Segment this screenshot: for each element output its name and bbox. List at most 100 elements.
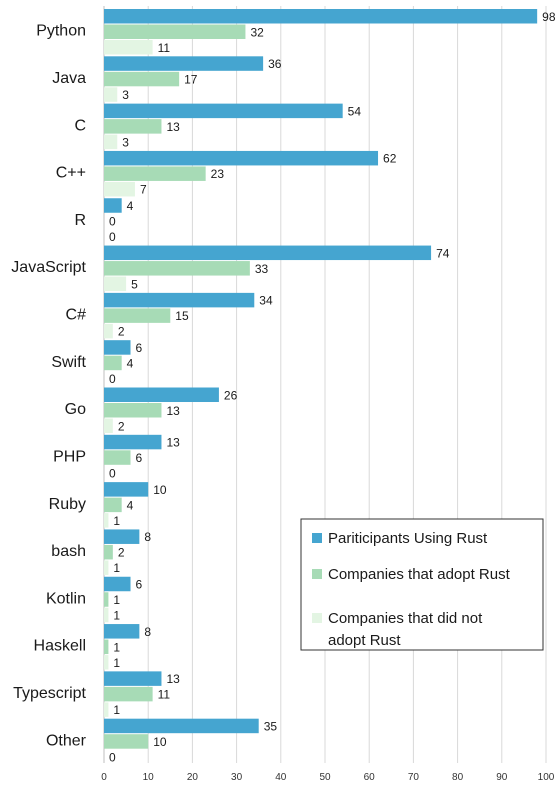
value-labels: 9832113617354133622374007433534152640261… <box>109 10 556 765</box>
category-label: bash <box>51 543 86 560</box>
bar-series-2 <box>104 261 250 276</box>
bar-series-2 <box>104 497 122 513</box>
data-label: 13 <box>166 120 180 134</box>
data-label: 17 <box>184 73 198 87</box>
bar-series-1 <box>104 245 432 261</box>
bar-series-2 <box>104 166 206 181</box>
data-label: 0 <box>109 215 116 229</box>
category-label: JavaScript <box>11 259 86 276</box>
data-label: 1 <box>113 514 120 528</box>
data-label: 13 <box>166 672 180 686</box>
bar-series-2 <box>104 24 246 39</box>
category-label: Ruby <box>49 496 86 513</box>
bar-series-1 <box>104 576 131 592</box>
bar-series-1 <box>104 482 149 497</box>
bar-series-3 <box>104 87 118 102</box>
bar-series-3 <box>104 560 109 575</box>
data-label: 7 <box>140 183 147 197</box>
category-label: PHP <box>53 448 86 465</box>
data-label: 10 <box>153 483 167 497</box>
x-tick-label: 0 <box>101 772 107 783</box>
data-label: 34 <box>259 294 273 308</box>
bar-series-2 <box>104 403 162 418</box>
data-label: 1 <box>113 593 120 607</box>
bar-series-1 <box>104 292 255 308</box>
data-label: 4 <box>127 356 134 370</box>
bar-series-3 <box>104 40 153 55</box>
legend: Pariticipants Using Rust Companies that a… <box>300 518 544 651</box>
data-label: 32 <box>250 25 264 39</box>
bar-series-3 <box>104 655 109 670</box>
category-label: C <box>74 117 86 134</box>
bar-series-1 <box>104 340 131 355</box>
bar-series-2 <box>104 639 109 655</box>
x-tick-label: 80 <box>452 772 464 783</box>
legend-label: Pariticipants Using Rust <box>328 530 488 547</box>
legend-label: Companies that adopt Rust <box>328 566 511 583</box>
bar-series-1 <box>104 671 162 686</box>
category-label: C# <box>66 307 87 324</box>
data-label: 13 <box>166 436 180 450</box>
data-label: 3 <box>122 135 129 149</box>
bar-series-2 <box>104 592 109 607</box>
category-label: Go <box>65 401 86 418</box>
category-label: Haskell <box>34 638 86 655</box>
data-label: 15 <box>175 309 189 323</box>
legend-label: Companies that did not <box>328 610 483 627</box>
data-label: 2 <box>118 546 125 560</box>
category-label: Other <box>46 732 87 749</box>
data-label: 10 <box>153 735 167 749</box>
data-label: 1 <box>113 640 120 654</box>
x-tick-label: 20 <box>187 772 199 783</box>
data-label: 62 <box>383 152 397 166</box>
x-tick-label: 60 <box>364 772 376 783</box>
data-label: 6 <box>136 451 143 465</box>
x-tick-label: 100 <box>538 772 555 783</box>
bars <box>104 9 538 749</box>
category-label: Typescript <box>13 685 86 702</box>
bar-series-2 <box>104 450 131 465</box>
bar-series-1 <box>104 198 122 213</box>
bar-series-3 <box>104 323 113 339</box>
data-label: 74 <box>436 246 450 260</box>
bar-series-1 <box>104 56 264 71</box>
data-label: 4 <box>127 199 134 213</box>
data-label: 1 <box>113 609 120 623</box>
x-tick-label: 30 <box>231 772 243 783</box>
bar-series-3 <box>104 181 135 197</box>
data-label: 11 <box>158 688 171 702</box>
category-label: Kotlin <box>46 590 86 607</box>
bar-series-1 <box>104 434 162 450</box>
bar-series-3 <box>104 702 109 717</box>
bar-series-2 <box>104 355 122 371</box>
data-label: 33 <box>255 262 269 276</box>
data-label: 2 <box>118 325 125 339</box>
bar-series-2 <box>104 119 162 134</box>
legend-swatch <box>312 569 322 579</box>
bar-series-1 <box>104 103 343 119</box>
data-label: 6 <box>136 341 143 355</box>
bar-series-3 <box>104 513 109 528</box>
bar-series-1 <box>104 529 140 544</box>
category-label: Swift <box>51 354 86 371</box>
data-label: 35 <box>264 719 278 733</box>
data-label: 4 <box>127 498 134 512</box>
bar-series-2 <box>104 686 153 702</box>
bar-series-2 <box>104 308 171 323</box>
data-label: 0 <box>109 230 116 244</box>
bar-series-1 <box>104 624 140 639</box>
category-label: Python <box>36 23 86 40</box>
data-label: 0 <box>109 372 116 386</box>
category-label: C++ <box>56 165 86 182</box>
bar-series-1 <box>104 718 259 734</box>
data-label: 8 <box>144 530 151 544</box>
bar-series-3 <box>104 607 109 623</box>
data-label: 54 <box>348 104 362 118</box>
data-label: 11 <box>158 41 171 55</box>
bar-series-2 <box>104 734 149 749</box>
data-label: 98 <box>542 10 556 24</box>
bar-series-3 <box>104 276 127 292</box>
x-tick-label: 40 <box>275 772 287 783</box>
data-label: 1 <box>113 656 120 670</box>
category-labels: Python Java C C++ R JavaScript C# Swift Go PHP Rub… <box>11 23 86 750</box>
